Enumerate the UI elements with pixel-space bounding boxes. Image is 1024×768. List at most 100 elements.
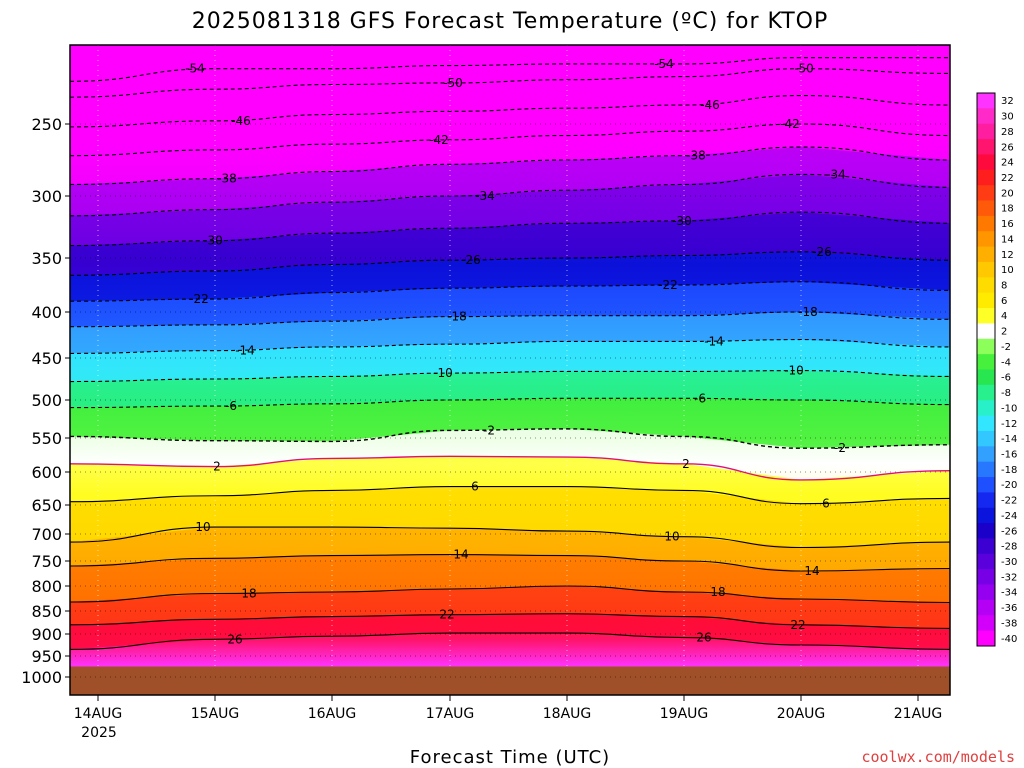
colorbar-swatch	[977, 277, 995, 294]
colorbar-tick-label: -34	[1001, 588, 1017, 599]
colorbar-swatch	[977, 123, 995, 140]
isotherm-line	[70, 370, 950, 383]
colorbar-tick-label: 16	[1001, 219, 1014, 230]
x-tick-label: 16AUG	[308, 706, 357, 722]
isotherm-line	[70, 211, 950, 247]
isotherm-label: -38	[686, 149, 706, 163]
isotherm-contours: -54 -54 -50 -50 -46 -46 -42 -42 -38 -38 -34 -34 -30 -…	[70, 57, 950, 650]
colorbar-swatch	[977, 584, 995, 601]
temperature-band	[70, 124, 950, 185]
isotherm-line	[70, 428, 950, 449]
chart-title: 2025081318 GFS Forecast Temperature (ºC)…	[192, 9, 829, 34]
colorbar-tick-label: -10	[1001, 403, 1017, 414]
isotherm-label: 6	[822, 497, 830, 511]
y-tick-label: 700	[31, 525, 62, 544]
colorbar-tick-label: 8	[1001, 281, 1007, 292]
credit-link[interactable]: coolwx.com/models	[861, 748, 1015, 766]
colorbar-swatch	[977, 354, 995, 370]
isotherm-label: 14	[804, 564, 819, 578]
colorbar-swatch	[977, 538, 995, 555]
isotherm-label: -34	[826, 167, 846, 181]
x-tick-label: 20AUG	[777, 706, 826, 722]
colorbar-tick-label: -28	[1001, 542, 1017, 553]
isotherm-label: 18	[241, 587, 256, 601]
isotherm-label: -34	[475, 189, 495, 203]
y-tick-label: 250	[31, 115, 62, 134]
x-year-label: 2025	[81, 725, 117, 741]
colorbar-tick-label: -2	[1001, 342, 1011, 353]
y-tick-label: 900	[31, 625, 62, 644]
pressure-axis: 250 300 350 400 450 500 550 600 650 700 750 800 850 9…	[21, 115, 70, 687]
isotherm-label: -30	[203, 234, 223, 248]
isotherm-label: -30	[672, 214, 692, 228]
isotherm-line	[70, 526, 950, 549]
plot-frame	[69, 44, 951, 696]
isotherm-label: -18	[798, 305, 818, 319]
temperature-band	[70, 212, 950, 276]
colorbar-tick-label: 26	[1001, 142, 1014, 153]
isotherm-line	[70, 57, 950, 82]
isotherm-line	[70, 553, 950, 572]
colorbar-tick-label: -14	[1001, 434, 1017, 445]
x-axis-label: Forecast Time (UTC)	[410, 747, 610, 768]
colorbar-swatch	[977, 492, 995, 509]
isotherm-label: 26	[227, 632, 242, 646]
colorbar-tick-label: 10	[1001, 265, 1014, 276]
colorbar-swatch	[977, 461, 995, 478]
grid-lines	[70, 45, 950, 678]
isotherm-label: -26	[461, 253, 481, 267]
isotherm-label: 14	[453, 548, 468, 562]
isotherm-label: -50	[794, 62, 814, 76]
x-tick-label: 15AUG	[191, 706, 240, 722]
isotherm-line	[70, 146, 950, 186]
temperature-band	[70, 57, 950, 98]
isotherm-label: -14	[704, 334, 724, 348]
colorbar-swatch	[977, 569, 995, 585]
colorbar-swatch	[977, 615, 995, 632]
isotherm-label: 6	[471, 480, 479, 494]
colorbar-swatch	[977, 308, 995, 324]
x-tick-label: 19AUG	[660, 706, 709, 722]
colorbar-tick-label: 2	[1001, 327, 1007, 338]
colorbar-tick-label: 6	[1001, 296, 1007, 307]
colorbar-swatch	[977, 477, 995, 493]
isotherm-label: -42	[429, 133, 449, 147]
temperature-band	[70, 398, 950, 449]
colorbar-swatch	[977, 323, 995, 340]
colorbar-tick-label: -30	[1001, 557, 1017, 568]
isotherm-label: -46	[700, 98, 720, 112]
isotherm-label: -14	[235, 344, 255, 358]
colorbar-tick-label: 24	[1001, 158, 1014, 169]
colorbar-frame	[976, 92, 996, 647]
isotherm-line	[70, 95, 950, 128]
y-tick-label: 1000	[21, 668, 62, 687]
isotherm-label: 10	[195, 520, 210, 534]
colorbar-tick-label: 14	[1001, 234, 1014, 245]
isotherm-label: 22	[439, 608, 454, 622]
isotherm-label: -2	[834, 441, 846, 455]
temperature-band	[70, 486, 950, 548]
isotherm-line	[70, 173, 950, 217]
isotherm-label: 2	[682, 457, 690, 471]
colorbar-tick-label: 22	[1001, 173, 1014, 184]
temperature-field	[70, 45, 950, 695]
isotherm-label: 10	[664, 530, 679, 544]
isotherm-line	[70, 632, 950, 650]
colorbar-tick-label: 4	[1001, 311, 1007, 322]
colorbar-tick-label: -8	[1001, 388, 1011, 399]
time-axis: 14AUG 15AUG 16AUG 17AUG 18AUG 19AUG 20AUG 21AUG	[74, 695, 943, 722]
isotherm-label: -26	[812, 245, 832, 259]
isotherm-label: -54	[654, 57, 674, 71]
colorbar-swatch	[977, 139, 995, 155]
colorbar-swatch	[977, 338, 995, 355]
y-tick-label: 500	[31, 391, 62, 410]
x-tick-label: 21AUG	[894, 706, 943, 722]
colorbar-tick-label: -6	[1001, 373, 1011, 384]
y-tick-label: 600	[31, 463, 62, 482]
x-tick-label: 17AUG	[426, 706, 475, 722]
temperature-band	[70, 251, 950, 302]
colorbar-tick-label: -20	[1001, 480, 1017, 491]
temperature-band	[70, 554, 950, 603]
colorbar-tick-label: -24	[1001, 511, 1017, 522]
temperature-band	[70, 312, 950, 354]
